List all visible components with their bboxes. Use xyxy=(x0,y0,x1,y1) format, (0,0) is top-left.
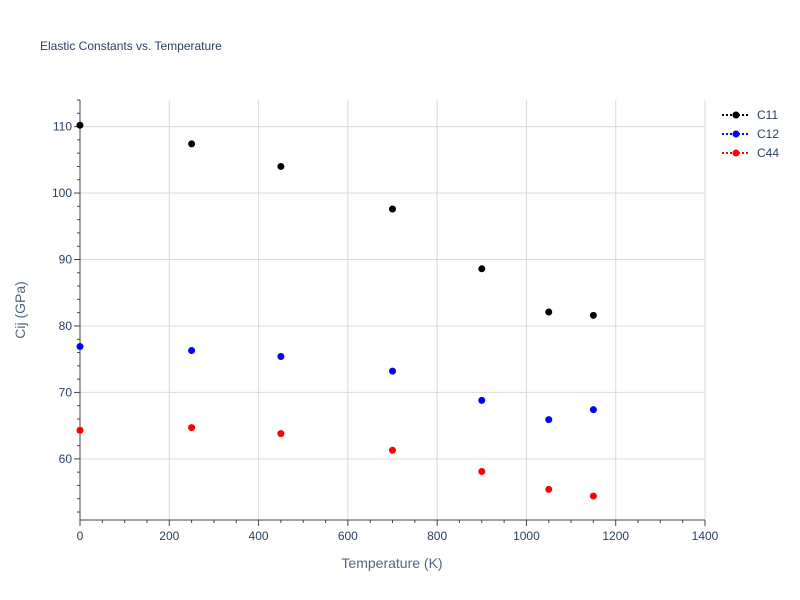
y-tick-label: 110 xyxy=(53,120,72,134)
y-axis-title: Cij (GPa) xyxy=(12,281,28,339)
data-point-c11[interactable] xyxy=(589,311,597,319)
legend-marker xyxy=(732,130,740,138)
data-point-c44[interactable] xyxy=(589,492,597,500)
data-point-c11[interactable] xyxy=(188,140,196,148)
legend-label: C12 xyxy=(757,127,779,141)
legend-label: C11 xyxy=(757,108,778,122)
data-point-c44[interactable] xyxy=(277,430,285,438)
data-point-c12[interactable] xyxy=(76,343,84,351)
legend-item-c12[interactable]: C12 xyxy=(722,127,779,141)
y-tick-label: 80 xyxy=(59,319,73,333)
data-point-c11[interactable] xyxy=(389,205,396,213)
legend[interactable]: C11 C12 C44 xyxy=(722,108,779,160)
data-point-c44[interactable] xyxy=(389,446,396,454)
data-point-c12[interactable] xyxy=(589,406,597,414)
legend-label: C44 xyxy=(757,146,779,160)
data-points xyxy=(76,121,597,500)
data-point-c11[interactable] xyxy=(478,265,486,273)
data-point-c11[interactable] xyxy=(545,308,553,316)
data-point-c44[interactable] xyxy=(478,467,486,475)
legend-marker xyxy=(732,111,740,119)
y-tick-label: 60 xyxy=(59,452,73,466)
legend-item-c44[interactable]: C44 xyxy=(722,146,779,160)
y-tick-label: 70 xyxy=(59,385,73,399)
data-point-c44[interactable] xyxy=(76,426,84,434)
data-point-c12[interactable] xyxy=(389,367,396,375)
data-point-c11[interactable] xyxy=(277,162,285,170)
data-point-c12[interactable] xyxy=(188,347,196,355)
y-tick-label: 100 xyxy=(52,186,72,200)
x-tick-label: 400 xyxy=(249,529,269,543)
y-tick-label: 90 xyxy=(59,252,73,266)
x-tick-label: 1200 xyxy=(602,529,629,543)
x-tick-label: 800 xyxy=(427,529,447,543)
chart-title: Elastic Constants vs. Temperature xyxy=(40,39,222,53)
grid xyxy=(80,100,706,520)
data-point-c44[interactable] xyxy=(545,485,553,493)
legend-marker xyxy=(732,149,740,157)
x-tick-label: 1000 xyxy=(513,529,540,543)
axes xyxy=(74,99,706,526)
x-tick-label: 1400 xyxy=(692,529,719,543)
data-point-c11[interactable] xyxy=(76,121,84,129)
x-tick-label: 200 xyxy=(159,529,179,543)
x-axis-title: Temperature (K) xyxy=(341,555,442,571)
x-tick-label: 0 xyxy=(77,529,84,543)
data-point-c12[interactable] xyxy=(545,416,553,424)
x-tick-label: 600 xyxy=(338,529,358,543)
legend-item-c11[interactable]: C11 xyxy=(722,108,778,122)
tick-labels: 0 200 400 600 800 1000 1200 1400 60 70 80 90 100 110 xyxy=(52,120,719,543)
data-point-c12[interactable] xyxy=(478,396,486,404)
data-point-c12[interactable] xyxy=(277,353,285,361)
data-point-c44[interactable] xyxy=(188,424,196,432)
